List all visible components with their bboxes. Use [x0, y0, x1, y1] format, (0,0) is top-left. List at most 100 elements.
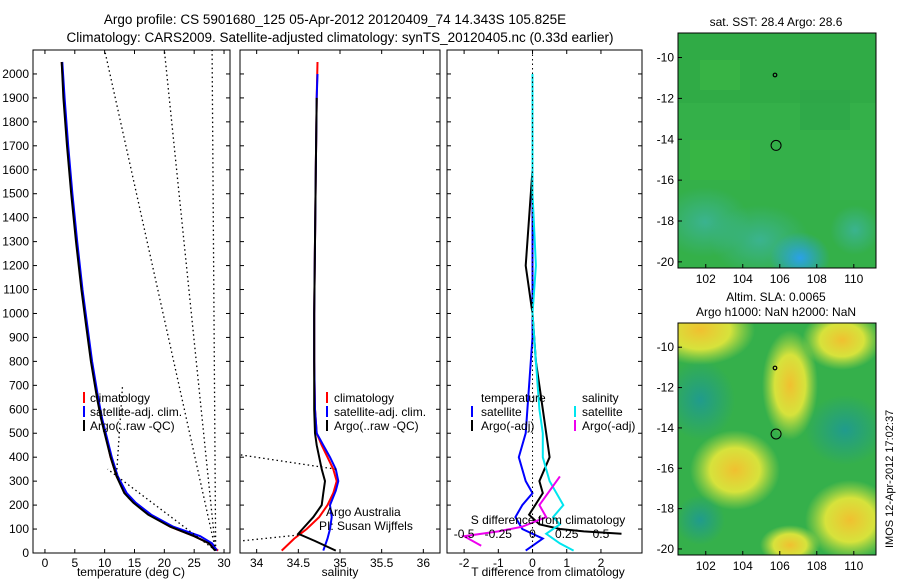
ytick-label: 2000 [2, 67, 29, 81]
difference-xlabel: T difference from climatology [471, 565, 625, 579]
series-line-argo-raw-qc- [296, 97, 337, 552]
ytick-label: 1600 [2, 163, 29, 177]
sla-map-subtitle: Argo h1000: NaN h2000: NaN [696, 305, 856, 319]
xtick-label: 2 [598, 556, 605, 570]
xtick-label: -2 [459, 556, 470, 570]
axes-ticks: 0 5 10 15 20 25 300100200300400500600700800900… [2, 50, 642, 570]
ytick-label: 200 [9, 498, 29, 512]
legend-title-salinity: salinity [582, 391, 619, 405]
xtick-label: 34 [250, 556, 264, 570]
reference-dotted-line [115, 385, 124, 475]
reference-dotted-line [107, 468, 217, 552]
ytick-label: 1200 [2, 259, 29, 273]
header-line-1: Argo profile: CS 5901680_125 05-Apr-2012… [104, 12, 566, 27]
difference-legend: temperature salinity satellite Argo(-adj… [471, 391, 635, 433]
series-line-s-satellite [531, 74, 575, 552]
map-ytick-label: -12 [657, 381, 675, 395]
xtick-label: 10 [98, 556, 112, 570]
map-ytick-label: -14 [657, 421, 675, 435]
s-tick-label: -0.5 [454, 527, 475, 541]
legend-label-argo: Argo(..raw -QC) [90, 419, 175, 433]
salinity-plot [240, 61, 340, 552]
series-line-s-argo-adj- [461, 475, 561, 547]
difference-axes [446, 49, 643, 554]
xtick-label: 0 [42, 556, 49, 570]
xtick-label: 0 [529, 556, 536, 570]
salinity-axes [239, 49, 441, 554]
xtick-label: 25 [188, 556, 202, 570]
xtick-label: 15 [128, 556, 142, 570]
ytick-label: 1300 [2, 235, 29, 249]
map-ytick-label: -10 [657, 51, 675, 65]
reference-dotted-line [240, 534, 299, 542]
sla-map-field [678, 323, 876, 555]
map-ytick-label: -20 [657, 255, 675, 269]
xtick-label: 34.5 [287, 556, 311, 570]
map-ytick-label: -14 [657, 132, 675, 146]
sst-map-title: sat. SST: 28.4 Argo: 28.6 [710, 15, 843, 29]
s-tick-label: -0.25 [485, 527, 513, 541]
difference-plot [461, 50, 622, 553]
s-tick-label: 0.5 [593, 527, 610, 541]
side-label: IMOS 12-Apr-2012 17:02:37 [884, 410, 896, 548]
difference-xlabel-top: S difference from climatology [471, 513, 626, 527]
map-ytick-label: -12 [657, 91, 675, 105]
legend-label-satellite-adj: satellite-adj. clim. [334, 405, 426, 419]
xtick-label: 1 [563, 556, 570, 570]
map-xtick-label: 108 [807, 272, 827, 286]
map-xtick-label: 110 [844, 559, 863, 573]
ytick-label: 1000 [2, 306, 29, 320]
sla-small-marker [772, 365, 778, 371]
sst-map-frame [677, 32, 877, 269]
ytick-label: 600 [9, 402, 29, 416]
map-ytick-label: -18 [657, 502, 675, 516]
temperature-plot [60, 50, 219, 552]
salinity-annotation-2: PI: Susan Wijffels [319, 519, 413, 533]
s-tick-label: 0 [529, 527, 536, 541]
map-ytick-label: -16 [657, 173, 675, 187]
ytick-label: 1700 [2, 139, 29, 153]
salinity-xlabel: salinity [322, 565, 359, 579]
sla-argo-marker [770, 428, 782, 440]
legend-label-climatology: climatology [90, 391, 150, 405]
ytick-label: 0 [22, 546, 29, 560]
xtick-label: 36 [417, 556, 431, 570]
map-xtick-label: 104 [733, 272, 753, 286]
legend-label-argo: Argo(..raw -QC) [334, 419, 419, 433]
series-line-argo-raw-qc- [60, 61, 216, 552]
map-ytick-label: -18 [657, 214, 675, 228]
legend-label-climatology: climatology [334, 391, 394, 405]
legend-label-s-satellite: satellite [582, 405, 623, 419]
legend-label-t-argo: Argo(-adj) [481, 419, 534, 433]
map-xtick-label: 104 [733, 559, 753, 573]
ytick-label: 1900 [2, 91, 29, 105]
header-line-2: Climatology: CARS2009. Satellite-adjuste… [66, 30, 613, 45]
ytick-label: 1400 [2, 211, 29, 225]
legend-title-temperature: temperature [481, 391, 546, 405]
series-line-satellite-adj-clim- [61, 61, 218, 552]
ytick-label: 1800 [2, 115, 29, 129]
xtick-label: 20 [158, 556, 172, 570]
map-xtick-label: 102 [696, 559, 716, 573]
map-ytick-label: -16 [657, 461, 675, 475]
ytick-label: 500 [9, 426, 29, 440]
salinity-legend: climatology satellite-adj. clim. Argo(..… [326, 391, 426, 433]
sla-map-frame [677, 322, 877, 556]
series-line-t-argo-adj- [524, 74, 622, 535]
ytick-label: 800 [9, 354, 29, 368]
legend-label-satellite-adj: satellite-adj. clim. [90, 405, 182, 419]
ytick-label: 100 [9, 522, 29, 536]
temperature-xlabel: temperature (deg C) [77, 565, 185, 579]
map-ytick-label: -10 [657, 340, 675, 354]
xtick-label: 35.5 [370, 556, 394, 570]
sla-map-title: Altim. SLA: 0.0065 [726, 290, 826, 304]
ytick-label: 1100 [3, 283, 29, 297]
reference-dotted-line [163, 50, 217, 551]
xtick-label: 35 [333, 556, 347, 570]
sst-map-field [678, 33, 876, 268]
sla-map-ticks: 102 104 106 108 110 -10 -12 -14 -16 -18 -20 [657, 340, 864, 573]
map-xtick-label: 106 [770, 559, 790, 573]
sst-map-ticks: 102 104 106 108 110 -10 -12 -14 -16 -18 -20 [657, 51, 864, 286]
xtick-label: -1 [493, 556, 504, 570]
